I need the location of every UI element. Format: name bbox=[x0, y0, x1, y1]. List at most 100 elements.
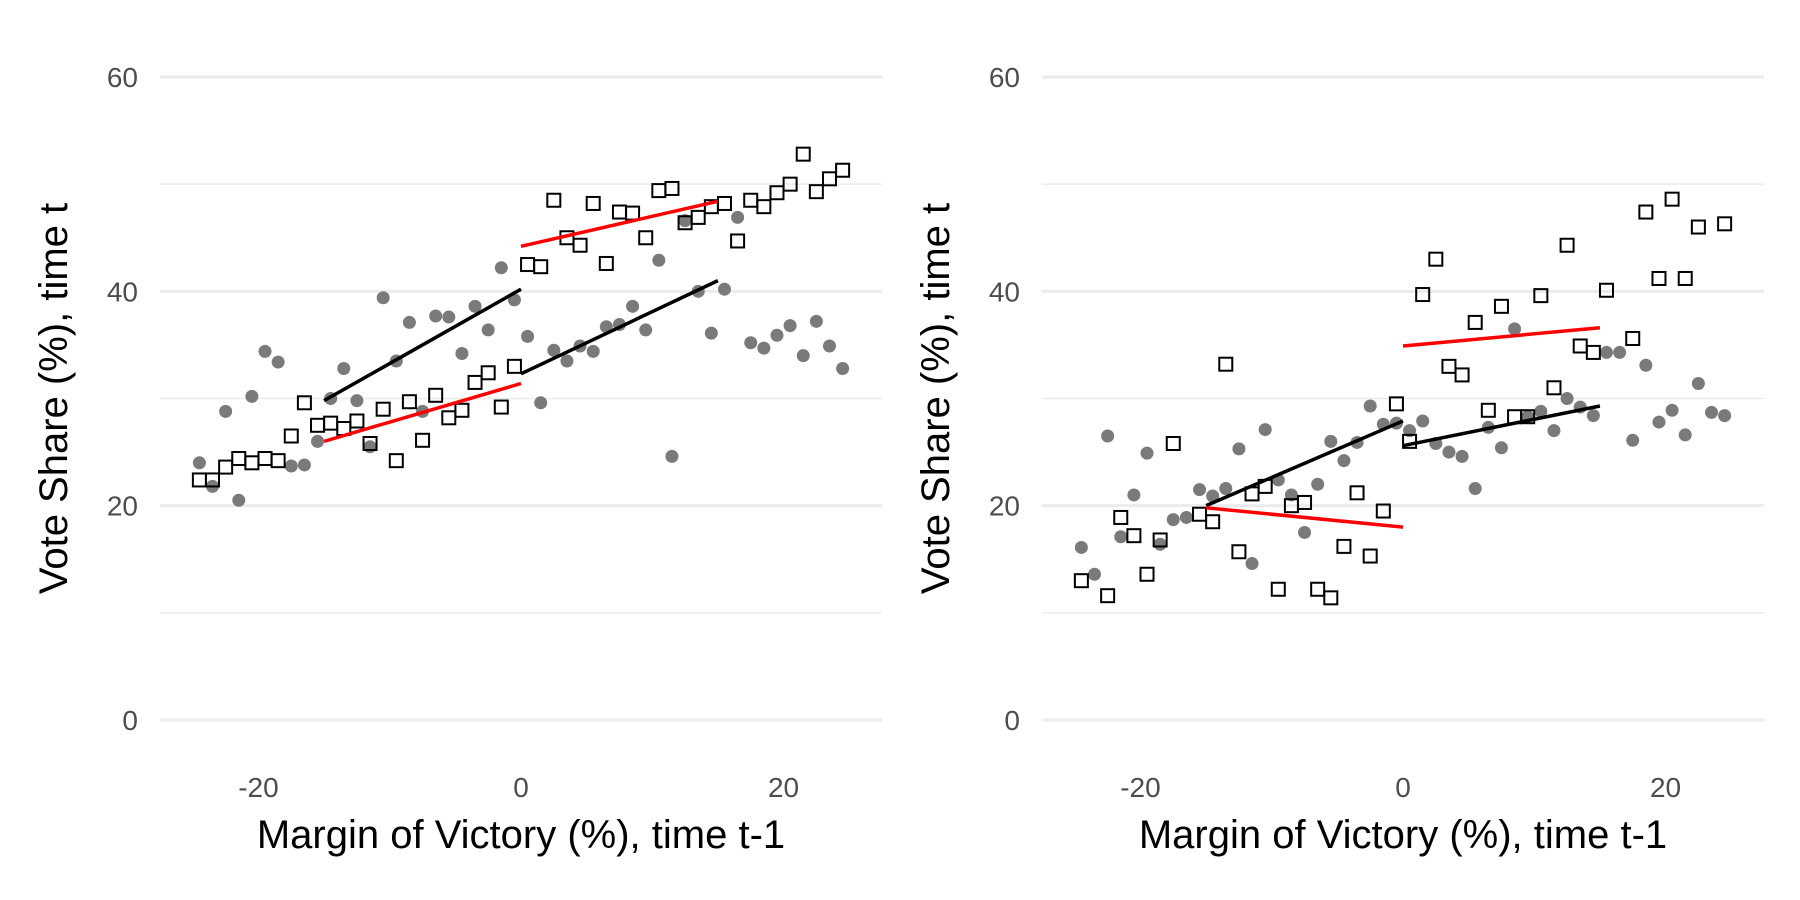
data-point-square bbox=[1073, 573, 1089, 589]
y-axis-title: Vote Share (%), time t bbox=[914, 203, 958, 594]
data-point-circle bbox=[219, 404, 233, 418]
fit-lines bbox=[1205, 326, 1601, 529]
data-point-square bbox=[1139, 566, 1155, 582]
data-point-square bbox=[1270, 581, 1286, 597]
data-point-square bbox=[1454, 367, 1470, 383]
data-point-circle bbox=[717, 282, 731, 296]
data-point-circle bbox=[481, 323, 495, 337]
y-tick-label: 40 bbox=[989, 276, 1020, 307]
data-point-circle bbox=[429, 309, 443, 323]
data-point-circle bbox=[1127, 488, 1141, 502]
data-point-circle bbox=[376, 291, 390, 305]
y-axis-title: Vote Share (%), time t bbox=[32, 203, 76, 594]
y-tick-label: 40 bbox=[107, 276, 138, 307]
data-point-square bbox=[1310, 581, 1326, 597]
data-point-square bbox=[1717, 216, 1733, 232]
data-point-circle bbox=[547, 343, 561, 357]
data-point-circle bbox=[1232, 442, 1246, 456]
fit-line bbox=[1402, 404, 1601, 448]
data-point-circle bbox=[1074, 540, 1088, 554]
data-point-circle bbox=[1455, 449, 1469, 463]
fit-line bbox=[323, 287, 522, 403]
data-point-circle bbox=[1494, 441, 1508, 455]
data-point-square bbox=[467, 374, 483, 390]
data-point-circle bbox=[1468, 482, 1482, 496]
data-point-circle bbox=[809, 314, 823, 328]
y-tick-label: 20 bbox=[989, 491, 1020, 522]
data-point-square bbox=[533, 259, 549, 275]
data-point-square bbox=[1441, 358, 1457, 374]
data-point-square bbox=[1192, 506, 1208, 522]
data-point-circle bbox=[678, 214, 692, 228]
data-point-circle bbox=[337, 361, 351, 375]
data-point-square bbox=[716, 195, 732, 211]
series-2-open-square bbox=[1073, 191, 1733, 606]
data-point-circle bbox=[1586, 409, 1600, 423]
data-point-circle bbox=[297, 458, 311, 472]
data-point-circle bbox=[1324, 434, 1338, 448]
fit-line bbox=[1402, 326, 1601, 348]
data-point-circle bbox=[560, 354, 574, 368]
data-point-circle bbox=[770, 328, 784, 342]
data-point-square bbox=[1638, 204, 1654, 220]
data-point-square bbox=[1520, 409, 1536, 425]
x-tick-label: -20 bbox=[1120, 772, 1160, 803]
data-point-circle bbox=[1416, 414, 1430, 428]
y-tick-label: 60 bbox=[989, 62, 1020, 93]
data-point-circle bbox=[1718, 409, 1732, 423]
data-point-square bbox=[388, 453, 404, 469]
data-point-square bbox=[506, 358, 522, 374]
data-point-square bbox=[769, 185, 785, 201]
data-point-circle bbox=[836, 361, 850, 375]
data-point-square bbox=[296, 395, 312, 411]
data-point-circle bbox=[822, 339, 836, 353]
data-point-circle bbox=[1613, 345, 1627, 359]
x-tick-label: 20 bbox=[768, 772, 799, 803]
data-point-circle bbox=[534, 396, 548, 410]
data-point-circle bbox=[665, 449, 679, 463]
data-point-square bbox=[1664, 191, 1680, 207]
data-point-square bbox=[1152, 532, 1168, 548]
data-point-circle bbox=[1219, 482, 1233, 496]
data-point-circle bbox=[468, 299, 482, 313]
data-point-circle bbox=[232, 493, 246, 507]
data-point-square bbox=[349, 413, 365, 429]
data-point-circle bbox=[731, 210, 745, 224]
data-point-square bbox=[1651, 270, 1667, 286]
data-point-square bbox=[795, 146, 811, 162]
data-point-square bbox=[480, 365, 496, 381]
data-point-circle bbox=[639, 323, 653, 337]
data-point-square bbox=[1349, 485, 1365, 501]
data-point-circle bbox=[271, 355, 285, 369]
x-tick-label: 20 bbox=[1650, 772, 1681, 803]
data-point-circle bbox=[1560, 392, 1574, 405]
data-point-square bbox=[1375, 503, 1391, 519]
data-point-square bbox=[415, 432, 431, 448]
data-point-circle bbox=[1088, 567, 1102, 581]
data-point-circle bbox=[258, 344, 272, 358]
data-point-circle bbox=[1179, 510, 1193, 524]
data-point-circle bbox=[455, 346, 469, 360]
data-point-square bbox=[835, 162, 851, 178]
data-point-circle bbox=[1547, 424, 1561, 438]
data-point-circle bbox=[442, 310, 456, 324]
data-point-square bbox=[1100, 588, 1116, 604]
data-point-circle bbox=[626, 299, 640, 313]
data-point-square bbox=[808, 184, 824, 200]
data-point-circle bbox=[1704, 405, 1718, 419]
data-point-circle bbox=[1337, 454, 1351, 468]
data-point-square bbox=[1362, 548, 1378, 564]
data-point-circle bbox=[494, 261, 508, 275]
data-point-square bbox=[1690, 219, 1706, 235]
data-point-square bbox=[401, 394, 417, 410]
x-axis-title: Margin of Victory (%), time t-1 bbox=[1139, 813, 1667, 857]
data-point-circle bbox=[796, 349, 810, 363]
data-point-square bbox=[1480, 402, 1496, 418]
data-point-square bbox=[1113, 509, 1129, 525]
y-tick-label: 0 bbox=[122, 705, 138, 736]
data-point-circle bbox=[1639, 358, 1653, 372]
data-point-circle bbox=[1193, 483, 1207, 497]
data-point-square bbox=[1388, 396, 1404, 412]
data-point-square bbox=[283, 428, 299, 444]
data-point-circle bbox=[311, 434, 325, 448]
